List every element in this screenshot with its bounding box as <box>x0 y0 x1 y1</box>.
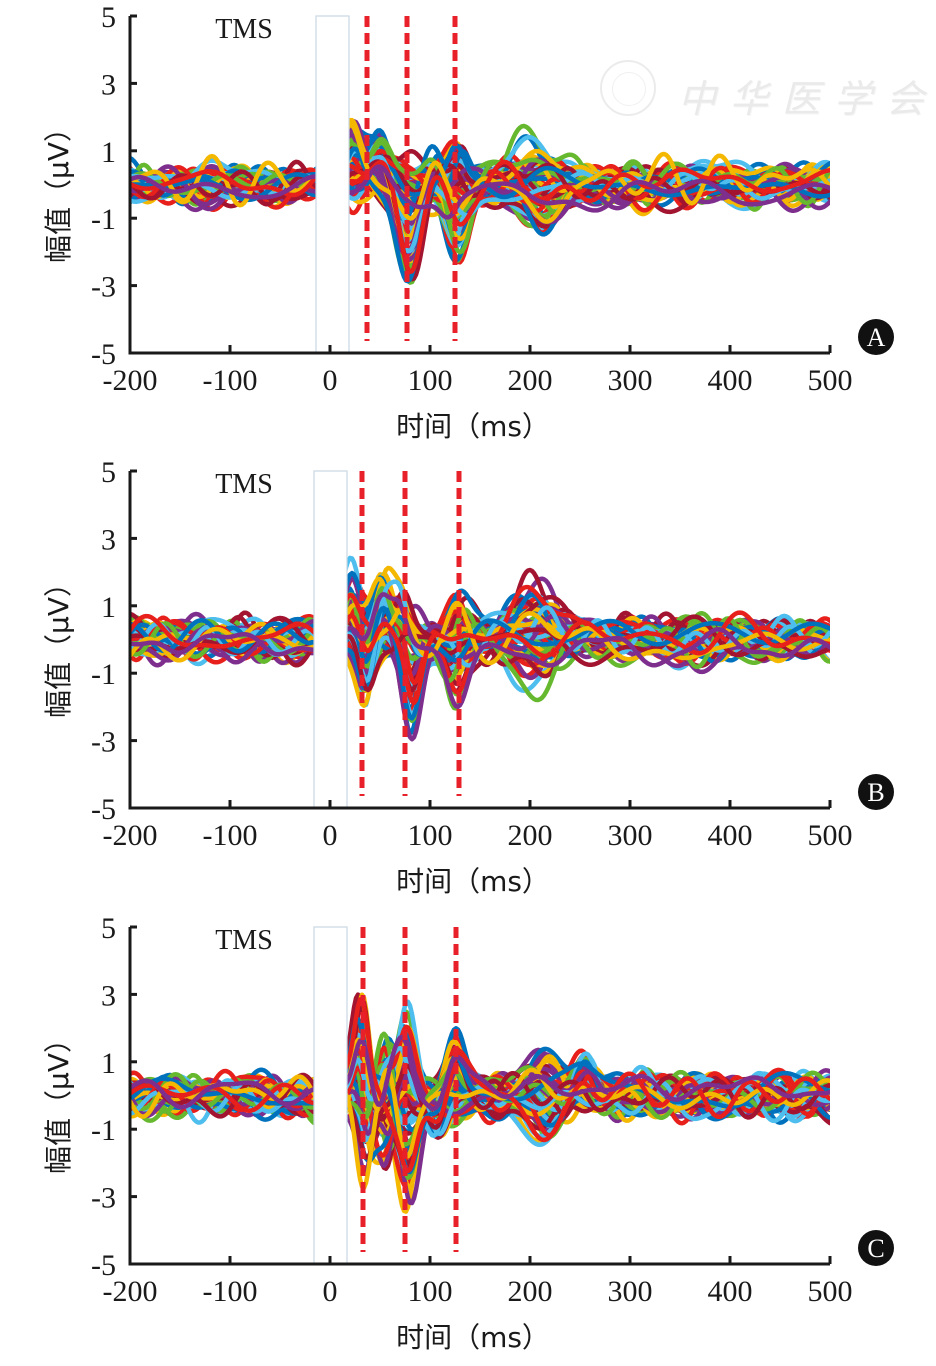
y-tick-label: 1 <box>101 136 116 169</box>
panel-label-text: A <box>867 323 886 352</box>
x-tick-label: -200 <box>103 1275 158 1308</box>
x-tick-label: 100 <box>408 364 453 397</box>
y-axis-title: 幅值（μV） <box>42 114 75 263</box>
panel-label-badge: C <box>858 1230 894 1266</box>
channel-trace <box>337 1034 830 1111</box>
x-tick-label: -100 <box>203 1275 258 1308</box>
x-tick-label: 0 <box>323 819 338 852</box>
channel-trace <box>337 996 830 1174</box>
channel-trace <box>337 610 830 706</box>
x-tick-label: 0 <box>323 364 338 397</box>
y-tick-label: -5 <box>91 338 116 371</box>
channel-trace <box>130 174 325 200</box>
x-axis-title: 时间（ms） <box>396 410 550 443</box>
x-tick-label: -200 <box>103 819 158 852</box>
x-tick-label: 400 <box>708 1275 753 1308</box>
channel-trace <box>339 164 830 220</box>
chart-panel-c: 5 3 1 -1 -3 -5 -200 -100 0 100 200 300 400 500 时间（ms） 幅… <box>0 911 936 1366</box>
channel-traces <box>130 117 830 285</box>
x-tick-label: 400 <box>708 819 753 852</box>
y-tick-label: 3 <box>101 979 116 1012</box>
butterfly-plot-a: 5 3 1 -1 -3 -5-200 -100 0 100 200 300 400 500 时间（ms） 幅… <box>42 1 894 443</box>
channel-traces <box>130 992 830 1214</box>
x-tick-label: 0 <box>323 1275 338 1308</box>
y-tick-label: 3 <box>101 68 116 101</box>
y-axis-title: 幅值（μV） <box>42 569 75 718</box>
x-axis-title: 时间（ms） <box>396 865 550 898</box>
channel-trace <box>339 159 830 275</box>
x-tick-label: 100 <box>408 819 453 852</box>
x-tick-label: 200 <box>508 819 553 852</box>
x-tick-label: -100 <box>203 819 258 852</box>
x-tick-label: 500 <box>808 364 853 397</box>
y-tick-label: -5 <box>91 1249 116 1282</box>
panel-label-text: C <box>867 1234 884 1263</box>
tms-artifact-window <box>315 15 350 354</box>
channel-trace <box>339 122 830 224</box>
x-tick-label: 100 <box>408 1275 453 1308</box>
y-tick-label: -1 <box>91 1114 116 1147</box>
x-tick-label: 300 <box>608 1275 653 1308</box>
x-tick-label: 200 <box>508 1275 553 1308</box>
butterfly-plot-c: 5 3 1 -1 -3 -5-200 -100 0 100 200 300 400 500 时间（ms） 幅… <box>42 912 894 1354</box>
channel-trace <box>130 1078 323 1110</box>
channel-trace <box>130 613 323 649</box>
channel-trace <box>337 592 830 710</box>
tms-label: TMS <box>215 925 273 956</box>
chart-panel-b: 5 3 1 -1 -3 -5 -200 -100 0 100 200 300 400 500 时间（ms） 幅… <box>0 455 936 910</box>
butterfly-plot-b: 5 3 1 -1 -3 -5-200 -100 0 100 200 300 400 500 时间（ms） 幅… <box>42 456 894 898</box>
y-tick-label: -3 <box>91 271 116 304</box>
x-axis-title: 时间（ms） <box>396 1321 550 1354</box>
panel-label-badge: B <box>858 774 894 810</box>
y-tick-label: -5 <box>91 793 116 826</box>
y-tick-label: -1 <box>91 658 116 691</box>
y-tick-label: 5 <box>101 456 116 489</box>
y-tick-label: 5 <box>101 912 116 945</box>
tms-artifact-window <box>313 926 348 1265</box>
x-tick-label: 500 <box>808 1275 853 1308</box>
x-tick-label: 300 <box>608 364 653 397</box>
tms-label: TMS <box>215 469 273 500</box>
x-tick-label: -200 <box>103 364 158 397</box>
x-tick-label: 300 <box>608 819 653 852</box>
y-axis-title: 幅值（μV） <box>42 1025 75 1174</box>
x-tick-label: 200 <box>508 364 553 397</box>
y-tick-label: 3 <box>101 523 116 556</box>
x-tick-label: 400 <box>708 364 753 397</box>
channel-trace <box>339 156 830 205</box>
channel-trace <box>130 632 323 657</box>
panel-label-badge: A <box>858 319 894 355</box>
y-tick-label: -3 <box>91 1182 116 1215</box>
channel-traces <box>130 555 830 742</box>
channel-trace <box>339 148 830 242</box>
y-tick-label: 1 <box>101 591 116 624</box>
chart-panel-a: 5 3 1 -1 -3 -5 -200 -100 0 100 200 300 400 500 时间（ms） 幅… <box>0 0 936 455</box>
y-tick-label: -3 <box>91 726 116 759</box>
x-tick-label: -100 <box>203 364 258 397</box>
y-tick-label: 5 <box>101 1 116 34</box>
tms-artifact-window <box>313 470 348 809</box>
y-tick-label: 1 <box>101 1047 116 1080</box>
channel-trace <box>337 600 830 666</box>
channel-trace <box>337 1067 830 1191</box>
x-tick-label: 500 <box>808 819 853 852</box>
y-tick-label: -1 <box>91 203 116 236</box>
panel-label-text: B <box>867 778 884 807</box>
tms-label: TMS <box>215 14 273 45</box>
